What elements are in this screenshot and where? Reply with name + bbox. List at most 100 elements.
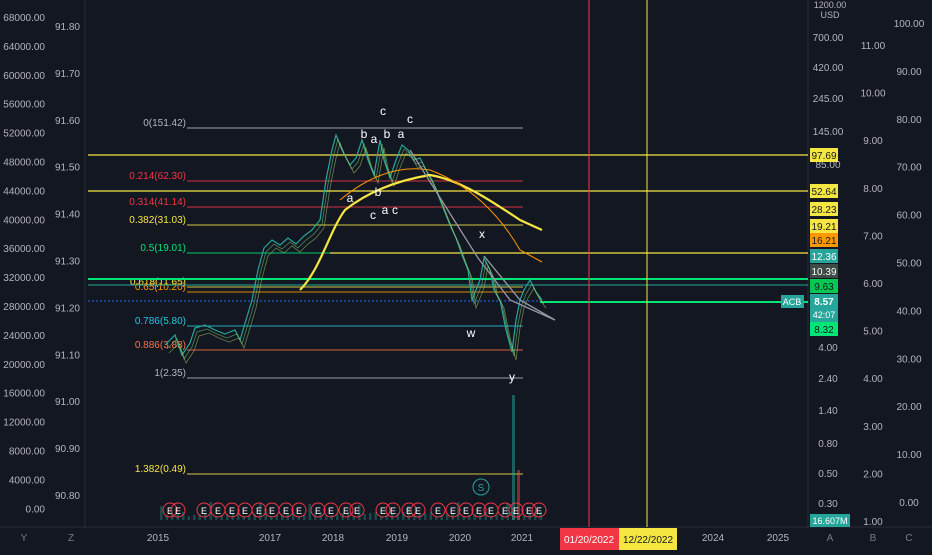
main-price-tick: 245.00 <box>813 94 844 105</box>
earnings-marker-icon <box>531 502 547 518</box>
volume-bar <box>501 514 504 520</box>
price-label: 19.21 <box>811 222 836 233</box>
earnings-marker-label: E <box>269 506 275 516</box>
x-axis-tick: 2024 <box>702 533 725 544</box>
right-axis-2-tick: 8.00 <box>863 184 883 195</box>
right-axis-3-tick: 40.00 <box>896 306 921 317</box>
right-axis-3-tick: 60.00 <box>896 211 921 222</box>
x-axis-tick: 2015 <box>147 533 170 544</box>
volume-bar <box>308 504 311 520</box>
wave-label: c <box>380 104 386 118</box>
volume-bar <box>407 506 410 520</box>
earnings-marker-label: E <box>488 506 494 516</box>
earnings-marker-label: E <box>406 506 412 516</box>
volume-bar <box>242 516 245 520</box>
earnings-marker-label: E <box>380 506 386 516</box>
earnings-marker-icon <box>471 502 487 518</box>
volume-bar <box>165 515 168 520</box>
earnings-marker-icon <box>170 502 186 518</box>
right-axis-3-tick: 70.00 <box>896 163 921 174</box>
volume-bar <box>512 395 515 520</box>
main-price-tick: 2.40 <box>818 374 838 385</box>
earnings-marker-icon <box>458 502 474 518</box>
earnings-marker-label: E <box>296 506 302 516</box>
x-axis-tick: 2017 <box>259 533 282 544</box>
earnings-marker-icon <box>349 502 365 518</box>
right-axis-2-tick: 7.00 <box>863 231 883 242</box>
volume-bar <box>402 512 405 520</box>
earnings-marker-label: E <box>283 506 289 516</box>
corner-label-a: A <box>827 533 834 544</box>
left-axis-1-tick: 36000.00 <box>3 244 45 255</box>
wave-label: c <box>407 112 413 126</box>
fib-level-label: 0.886(3.83) <box>135 340 186 351</box>
volume-bar <box>424 513 427 520</box>
earnings-marker-label: E <box>256 506 262 516</box>
volume-bar <box>325 516 328 520</box>
long-moving-average <box>299 173 543 291</box>
wave-label: c <box>370 208 376 222</box>
volume-bar <box>435 516 438 520</box>
fib-level-label: 0.314(41.14) <box>129 197 186 208</box>
main-price-tick: 85.00 <box>815 160 840 171</box>
volume-bar <box>440 515 443 520</box>
left-axis-1-tick: 20000.00 <box>3 360 45 371</box>
volume-bar <box>281 514 284 520</box>
price-label: 9.63 <box>814 282 834 293</box>
earnings-marker-label: E <box>513 506 519 516</box>
date-marker-label: 12/22/2022 <box>623 535 673 546</box>
main-price-tick: 0.30 <box>818 499 838 510</box>
right-axis-3-tick: 100.00 <box>894 19 925 30</box>
volume-bar <box>160 506 163 520</box>
earnings-marker-label: E <box>175 506 181 516</box>
left-axis-1-tick: 52000.00 <box>3 129 45 140</box>
volume-bar <box>429 512 432 520</box>
volume-bar <box>193 515 196 520</box>
volume-bar <box>187 516 190 520</box>
right-axis-2-tick: 9.00 <box>863 136 883 147</box>
symbol-badge <box>781 295 804 308</box>
right-axis-3-tick: 30.00 <box>896 354 921 365</box>
corner-label-c: C <box>905 533 912 544</box>
price-label-badge <box>810 219 838 233</box>
earnings-marker-label: E <box>476 506 482 516</box>
x-axis-tick: 2025 <box>767 533 790 544</box>
left-axis-2-tick: 91.50 <box>55 163 80 174</box>
volume-bar <box>347 512 350 520</box>
volume-bar <box>484 512 487 520</box>
volume-bar <box>330 515 333 520</box>
left-axis-2-tick: 91.20 <box>55 303 80 314</box>
volume-bar <box>248 515 251 520</box>
earnings-marker-label: E <box>215 506 221 516</box>
price-label: 28.23 <box>811 205 836 216</box>
price-label-badge <box>810 202 838 216</box>
volume-bar <box>385 515 388 520</box>
earnings-marker-label: E <box>242 506 248 516</box>
earnings-marker-label: E <box>315 506 321 516</box>
volume-bar <box>369 513 372 520</box>
right-axis-3-tick: 10.00 <box>896 450 921 461</box>
volume-bar <box>259 503 262 520</box>
left-axis-1-tick: 64000.00 <box>3 42 45 53</box>
volume-bar <box>264 512 267 520</box>
left-axis-2-tick: 91.40 <box>55 210 80 221</box>
earnings-marker-icon <box>291 502 307 518</box>
right-axis-3-tick: 20.00 <box>896 402 921 413</box>
volume-bar <box>468 515 471 520</box>
price-label-badge <box>810 279 838 293</box>
right-axis-3-tick: 80.00 <box>896 115 921 126</box>
earnings-marker-icon <box>385 502 401 518</box>
earnings-marker-icon <box>338 502 354 518</box>
right-axis-3-tick: 0.00 <box>899 498 919 509</box>
left-axis-1-tick: 48000.00 <box>3 158 45 169</box>
price-label-badge <box>810 322 838 336</box>
x-axis-tick: 2018 <box>322 533 345 544</box>
earnings-marker-label: E <box>328 506 334 516</box>
left-axis-2-tick: 91.70 <box>55 69 80 80</box>
earnings-marker-label: E <box>167 506 173 516</box>
volume-bar <box>374 512 377 520</box>
left-axis-1-tick: 44000.00 <box>3 186 45 197</box>
left-axis-2-tick: 91.00 <box>55 397 80 408</box>
